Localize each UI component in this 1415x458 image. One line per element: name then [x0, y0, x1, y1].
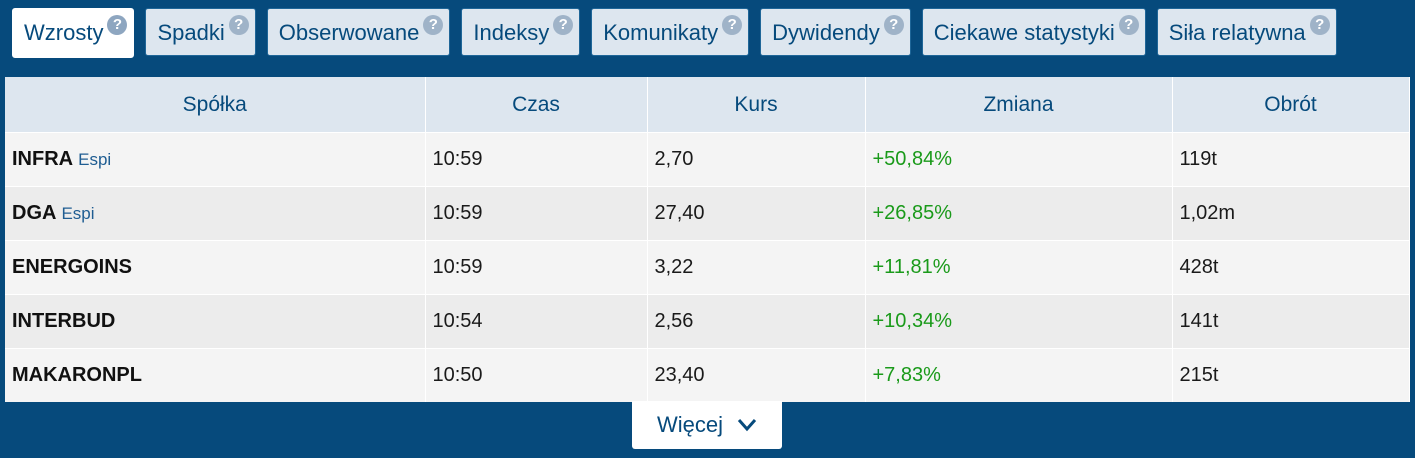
help-icon[interactable]: ? — [553, 15, 574, 35]
tab-ciekawe-statystyki[interactable]: Ciekawe statystyki ? — [921, 8, 1146, 56]
price-cell: 23,40 — [647, 348, 866, 402]
more-button[interactable]: Więcej — [632, 401, 782, 449]
company-cell: INFRA Espi — [5, 132, 426, 187]
change-cell: +26,85% — [865, 186, 1173, 241]
table-row[interactable]: INTERBUD 10:54 2,56 +10,34% 141t — [5, 294, 1410, 349]
tab-bar: Wzrosty ? Spadki ? Obserwowane ? Indeksy… — [12, 8, 1337, 58]
help-icon[interactable]: ? — [883, 15, 904, 35]
tab-label: Spadki — [157, 20, 225, 45]
company-cell: DGA Espi — [5, 186, 426, 241]
turnover-cell: 428t — [1172, 240, 1410, 295]
company-cell: ENERGOINS — [5, 240, 426, 295]
turnover-cell: 141t — [1172, 294, 1410, 349]
tab-label: Komunikaty — [603, 20, 719, 45]
company-cell: MAKARONPL — [5, 348, 426, 402]
time-cell: 10:59 — [425, 186, 648, 241]
turnover-cell: 119t — [1172, 132, 1410, 187]
help-icon[interactable]: ? — [1309, 15, 1330, 35]
help-icon[interactable]: ? — [423, 15, 444, 35]
tab-label: Dywidendy — [772, 20, 880, 45]
column-header-kurs[interactable]: Kurs — [647, 77, 866, 133]
tab-indeksy[interactable]: Indeksy ? — [461, 8, 581, 56]
ticker-link[interactable]: DGA — [12, 202, 57, 224]
espi-link[interactable]: Espi — [78, 150, 112, 169]
help-icon[interactable]: ? — [722, 15, 743, 35]
table-row[interactable]: INFRA Espi 10:59 2,70 +50,84% 119t — [5, 132, 1410, 187]
table-row[interactable]: DGA Espi 10:59 27,40 +26,85% 1,02m — [5, 186, 1410, 241]
tab-label: Obserwowane — [278, 20, 420, 45]
tab-label: Ciekawe statystyki — [933, 20, 1115, 45]
ticker-link[interactable]: MAKARONPL — [12, 364, 142, 386]
more-label: Więcej — [656, 412, 723, 437]
tab-label: Siła relatywna — [1168, 20, 1306, 45]
time-cell: 10:59 — [425, 240, 648, 295]
time-cell: 10:59 — [425, 132, 648, 187]
change-cell: +11,81% — [865, 240, 1173, 295]
tab-label: Indeksy — [473, 20, 550, 45]
column-header-spolka[interactable]: Spółka — [5, 77, 426, 133]
tab-dywidendy[interactable]: Dywidendy ? — [760, 8, 911, 56]
price-cell: 3,22 — [647, 240, 866, 295]
espi-link[interactable]: Espi — [61, 204, 95, 223]
company-cell: INTERBUD — [5, 294, 426, 349]
price-cell: 2,70 — [647, 132, 866, 187]
ticker-link[interactable]: INTERBUD — [12, 310, 116, 332]
time-cell: 10:50 — [425, 348, 648, 402]
column-header-obrot[interactable]: Obrót — [1172, 77, 1410, 133]
gainers-table: Spółka Czas Kurs Zmiana Obrót INFRA Espi … — [5, 77, 1410, 402]
ticker-link[interactable]: ENERGOINS — [12, 256, 133, 278]
tab-wzrosty[interactable]: Wzrosty ? — [12, 8, 135, 58]
help-icon[interactable]: ? — [228, 15, 249, 35]
change-cell: +7,83% — [865, 348, 1173, 402]
turnover-cell: 1,02m — [1172, 186, 1410, 241]
table-row[interactable]: MAKARONPL 10:50 23,40 +7,83% 215t — [5, 348, 1410, 402]
table-row[interactable]: ENERGOINS 10:59 3,22 +11,81% 428t — [5, 240, 1410, 295]
ticker-link[interactable]: INFRA — [12, 148, 74, 170]
turnover-cell: 215t — [1172, 348, 1410, 402]
tab-sila-relatywna[interactable]: Siła relatywna ? — [1156, 8, 1337, 56]
change-cell: +10,34% — [865, 294, 1173, 349]
help-icon[interactable]: ? — [1118, 15, 1139, 35]
tab-spadki[interactable]: Spadki ? — [145, 8, 256, 56]
chevron-down-icon — [737, 419, 757, 432]
column-header-czas[interactable]: Czas — [425, 77, 648, 133]
column-header-zmiana[interactable]: Zmiana — [865, 77, 1173, 133]
price-cell: 27,40 — [647, 186, 866, 241]
change-cell: +50,84% — [865, 132, 1173, 187]
tab-komunikaty[interactable]: Komunikaty ? — [591, 8, 750, 56]
table-header-row: Spółka Czas Kurs Zmiana Obrót — [5, 77, 1410, 133]
time-cell: 10:54 — [425, 294, 648, 349]
tab-obserwowane[interactable]: Obserwowane ? — [266, 8, 451, 56]
price-cell: 2,56 — [647, 294, 866, 349]
tab-label: Wzrosty — [24, 20, 104, 45]
help-icon[interactable]: ? — [107, 15, 128, 35]
